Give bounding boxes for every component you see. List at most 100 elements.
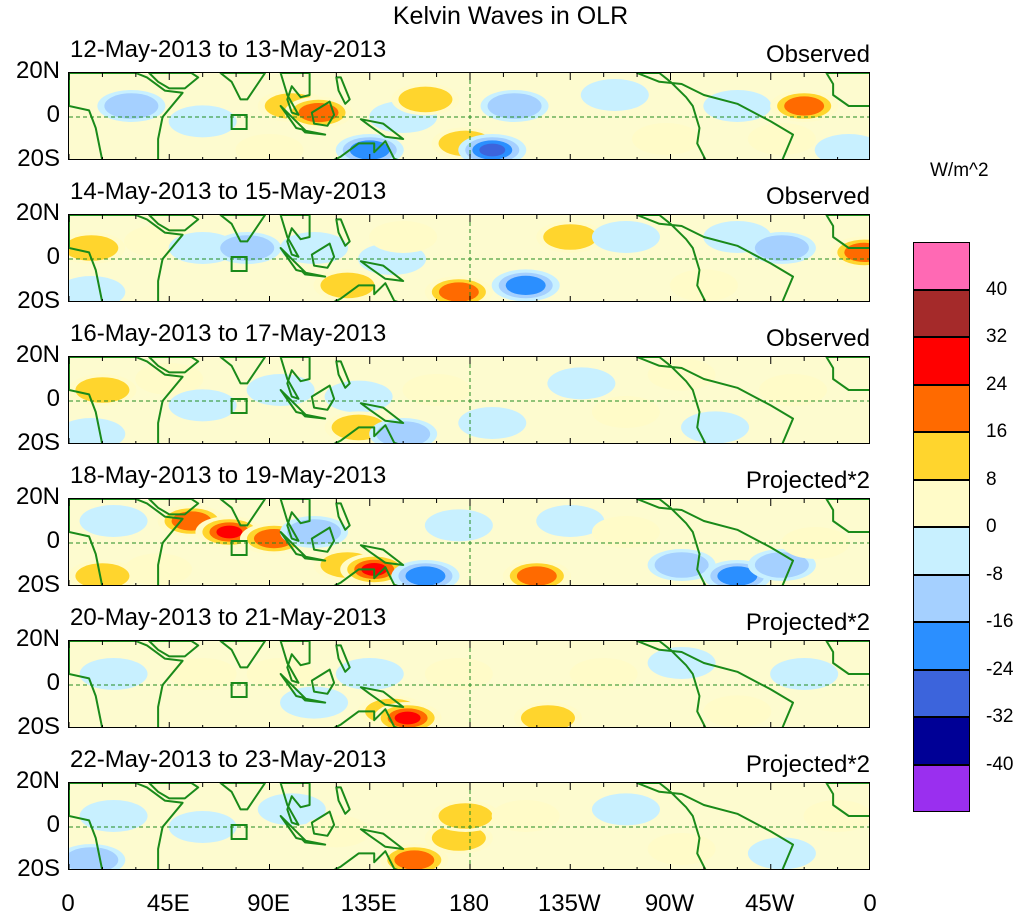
anomaly-contour — [669, 269, 738, 301]
coastline — [333, 140, 399, 159]
coastline — [333, 708, 399, 727]
coastline — [636, 641, 795, 727]
anomaly-contour — [647, 833, 716, 865]
panel-kind-label: Projected*2 — [745, 609, 870, 636]
coastline — [359, 828, 405, 850]
coastline — [335, 786, 351, 815]
coastline — [219, 215, 267, 243]
anomaly-contour — [569, 658, 638, 690]
coastline — [279, 357, 311, 400]
colorbar-swatch — [913, 717, 970, 765]
y-tick-label: 0 — [46, 669, 60, 696]
colorbar-level-label: -40 — [986, 753, 1014, 775]
anomaly-contour — [394, 850, 435, 869]
anomaly-contour — [591, 221, 660, 253]
coastline — [279, 105, 307, 132]
coastline — [335, 76, 351, 105]
anomaly-contour — [479, 143, 506, 157]
coastline — [359, 118, 405, 140]
coastline — [69, 783, 184, 869]
anomaly-contour — [402, 374, 471, 406]
coastline — [333, 850, 399, 869]
anomaly-contour — [516, 566, 557, 585]
island-outline — [230, 540, 248, 556]
anomaly-contour — [369, 221, 438, 253]
y-tick-label: 20N — [15, 199, 60, 226]
colorbar-level-label: -16 — [986, 611, 1014, 632]
anomaly-contour — [75, 377, 130, 403]
map-panel: 14-May-2013 to 15-May-2013 Observed 20N 0 20… — [0, 178, 900, 320]
colorbar-level-label: 0 — [986, 516, 997, 537]
coastline — [335, 218, 351, 247]
anomaly-contour — [703, 695, 772, 727]
anomaly-contour — [79, 800, 148, 832]
anomaly-contour — [349, 140, 390, 159]
panel-kind-label: Observed — [765, 41, 870, 68]
coastline — [148, 641, 200, 658]
coastline — [636, 73, 795, 159]
chart-title: Kelvin Waves in OLR — [392, 2, 629, 30]
coastline — [636, 215, 795, 301]
anomaly-contour — [647, 647, 716, 679]
anomaly-contour — [79, 505, 148, 537]
coastline — [148, 215, 200, 232]
coastline — [279, 247, 307, 274]
olr-anomaly-field — [69, 783, 869, 869]
x-tick-label: 90E — [247, 890, 290, 917]
panel-kind-label: Projected*2 — [745, 751, 870, 778]
coastline — [219, 783, 267, 811]
x-tick-label: 0 — [863, 890, 877, 917]
panel-date-range: 18-May-2013 to 19-May-2013 — [70, 462, 387, 489]
anomaly-contour — [803, 800, 869, 832]
y-tick-label: 0 — [46, 527, 60, 554]
olr-map — [68, 356, 870, 444]
coastline — [279, 673, 307, 700]
anomaly-contour — [438, 282, 479, 301]
coastline — [310, 526, 336, 553]
coastline — [359, 260, 405, 282]
coastline — [279, 215, 311, 258]
anomaly-contour — [717, 566, 758, 585]
coastline — [219, 73, 267, 101]
coastline — [310, 810, 336, 837]
coastline — [219, 641, 267, 669]
coastline — [279, 815, 307, 842]
anomaly-contour — [647, 358, 716, 391]
coastline — [310, 242, 336, 269]
colorbar-swatch — [913, 622, 970, 670]
coastline — [310, 668, 336, 695]
olr-map — [68, 640, 870, 728]
y-tick-label: 20N — [15, 625, 60, 652]
anomaly-contour — [703, 90, 772, 122]
coastline — [301, 129, 327, 136]
anomaly-contour — [536, 505, 605, 537]
anomaly-contour — [759, 374, 828, 406]
anomaly-contour — [398, 86, 453, 113]
x-tick-label: 135W — [537, 890, 601, 917]
y-tick-label: 0 — [46, 101, 60, 128]
x-axis: 0 45E 90E 135E 180 135W 90W 45W 0 — [0, 890, 1021, 920]
map-panel: 20-May-2013 to 21-May-2013 Projected*2 20N… — [0, 604, 900, 746]
anomaly-contour — [376, 421, 431, 443]
coastline — [69, 357, 184, 443]
coastline — [219, 499, 267, 527]
coastline — [279, 499, 311, 542]
anomaly-contour — [69, 847, 119, 869]
anomaly-contour — [320, 272, 375, 299]
olr-anomaly-field — [69, 357, 869, 443]
coastline — [636, 499, 795, 585]
coastline — [636, 357, 795, 443]
colorbar-units-label: W/m^2 — [930, 160, 989, 181]
y-tick-label: 20N — [15, 341, 60, 368]
panel-date-range: 12-May-2013 to 13-May-2013 — [70, 36, 387, 63]
map-panel: 22-May-2013 to 23-May-2013 Projected*2 20N… — [0, 746, 900, 888]
anomaly-contour — [424, 658, 493, 690]
anomaly-contour — [168, 658, 237, 690]
anomaly-contour — [591, 396, 660, 428]
coastline — [69, 641, 184, 727]
colorbar — [913, 242, 970, 812]
anomaly-contour — [580, 79, 649, 111]
anomaly-contour — [104, 93, 159, 119]
panel-kind-label: Projected*2 — [745, 467, 870, 494]
colorbar-swatch — [913, 242, 970, 290]
